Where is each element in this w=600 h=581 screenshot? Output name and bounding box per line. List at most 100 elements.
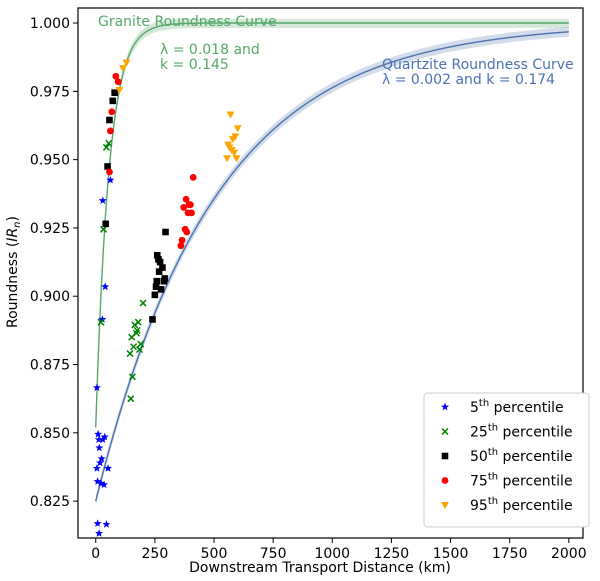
legend-marker xyxy=(441,502,449,509)
series-75th-percentile xyxy=(106,72,197,250)
data-point xyxy=(159,264,166,271)
y-tick-label: 0.975 xyxy=(30,84,70,100)
x-tick-label: 2000 xyxy=(551,546,587,562)
data-point xyxy=(118,65,127,73)
y-axis-title-sub: n xyxy=(12,221,23,227)
data-point xyxy=(109,97,117,105)
data-point xyxy=(94,435,103,443)
data-point xyxy=(155,268,163,275)
y-tick-label: 0.850 xyxy=(30,426,70,442)
data-point xyxy=(114,78,122,86)
data-point xyxy=(177,242,185,250)
data-point xyxy=(134,318,142,326)
data-point xyxy=(153,277,161,285)
data-point xyxy=(161,275,169,282)
data-point xyxy=(130,343,138,351)
data-point xyxy=(102,520,111,528)
data-point xyxy=(93,519,102,527)
y-tick-label: 0.950 xyxy=(30,153,70,169)
y-axis-title: Roundness (IRn) xyxy=(5,216,23,328)
legend: 5th percentile 25th percentile 50th percen… xyxy=(423,392,590,528)
data-point xyxy=(96,458,104,467)
data-point xyxy=(182,195,190,203)
data-point xyxy=(106,175,115,184)
legend-label: 25th percentile xyxy=(470,423,573,441)
legend-label: 5th percentile xyxy=(470,398,564,416)
data-point xyxy=(95,443,104,452)
data-point xyxy=(104,464,112,472)
data-point xyxy=(106,168,113,176)
x-tick-label: 750 xyxy=(260,546,287,562)
data-point xyxy=(101,282,110,291)
data-point xyxy=(115,86,124,94)
y-tick-label: 1.000 xyxy=(30,16,70,32)
data-point xyxy=(108,108,116,116)
granite-params-line-2: k = 0.145 xyxy=(160,57,229,73)
data-point xyxy=(100,480,108,489)
series-5th-percentile xyxy=(92,175,115,537)
x-tick-label: 1000 xyxy=(314,546,350,562)
data-point xyxy=(230,149,239,157)
quartzite-params-line: λ = 0.002 and k = 0.174 xyxy=(382,72,555,88)
quartzite-curve-line xyxy=(95,31,569,502)
curves-layer xyxy=(95,18,569,507)
legend-item-50th: 50th percentile xyxy=(441,447,573,465)
data-point xyxy=(102,220,109,228)
legend-label: 95th percentile xyxy=(470,496,573,514)
quartzite-curve-label: Quartzite Roundness Curve xyxy=(382,57,574,73)
data-point xyxy=(94,430,103,438)
y-tick-label: 0.875 xyxy=(30,358,70,374)
data-point xyxy=(135,345,144,354)
x-tick-label: 1250 xyxy=(374,546,410,562)
data-point xyxy=(155,256,162,263)
series-50th-percentile xyxy=(102,89,169,323)
data-point xyxy=(186,201,194,209)
legend-marker xyxy=(441,452,449,460)
y-tick-label: 0.825 xyxy=(30,494,70,510)
data-point xyxy=(180,204,188,211)
x-axis-title: Downstream Transport Distance (km) xyxy=(189,560,451,576)
data-point xyxy=(98,315,107,323)
data-point xyxy=(223,155,232,163)
data-point xyxy=(98,196,107,204)
x-tick-label: 1500 xyxy=(433,546,469,562)
x-tick-label: 500 xyxy=(201,546,228,562)
x-tick-label: 1750 xyxy=(492,546,528,562)
granite-curve-line xyxy=(95,22,569,428)
points-layer xyxy=(92,59,242,537)
data-point xyxy=(92,383,101,392)
series-25th-percentile xyxy=(97,139,147,403)
legend-item-25th: 25th percentile xyxy=(441,423,573,441)
data-point xyxy=(93,477,102,485)
data-point xyxy=(128,373,136,381)
data-point xyxy=(137,340,145,348)
legend-marker xyxy=(441,402,449,411)
legend-box xyxy=(423,392,590,528)
data-point xyxy=(100,432,109,441)
y-axis-title-main: Roundness ( xyxy=(5,242,21,328)
data-point xyxy=(183,228,191,236)
y-tick-label: 0.900 xyxy=(30,289,70,305)
legend-marker xyxy=(441,477,449,484)
data-point xyxy=(106,116,113,124)
data-point xyxy=(122,59,131,67)
y-tick-label: 0.925 xyxy=(30,221,70,237)
data-point xyxy=(95,529,103,537)
data-point xyxy=(97,318,105,326)
data-point xyxy=(233,125,242,133)
data-point xyxy=(111,89,118,96)
data-point xyxy=(226,111,235,119)
data-point xyxy=(232,155,241,163)
legend-label: 50th percentile xyxy=(470,447,573,465)
data-point xyxy=(149,316,156,323)
data-point xyxy=(178,236,186,244)
data-point xyxy=(153,251,161,259)
data-point xyxy=(126,350,134,358)
y-axis-title-end: ) xyxy=(5,216,21,221)
y-axis: 0.825 0.850 0.875 0.900 0.925 0.950 0.975 1.000 xyxy=(30,16,78,510)
data-point xyxy=(97,454,106,463)
data-point xyxy=(100,225,108,233)
data-point xyxy=(152,283,160,290)
data-point xyxy=(107,127,114,135)
